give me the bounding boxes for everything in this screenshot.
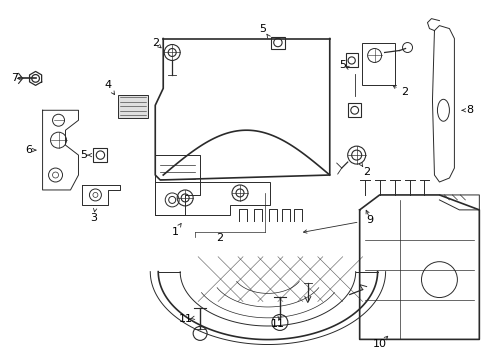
Text: 8: 8 bbox=[465, 105, 472, 115]
Text: 4: 4 bbox=[104, 80, 112, 90]
Text: 1: 1 bbox=[171, 227, 178, 237]
Text: 10: 10 bbox=[372, 339, 386, 349]
Text: 2: 2 bbox=[216, 233, 223, 243]
Text: 3: 3 bbox=[90, 213, 97, 223]
Polygon shape bbox=[118, 95, 148, 118]
Text: 5: 5 bbox=[339, 60, 346, 71]
Text: 11: 11 bbox=[270, 319, 285, 329]
Text: 7: 7 bbox=[11, 73, 18, 84]
Text: 11: 11 bbox=[179, 314, 193, 324]
Text: 2: 2 bbox=[151, 37, 159, 48]
Text: 5: 5 bbox=[259, 24, 266, 33]
Text: 2: 2 bbox=[400, 87, 407, 97]
Text: 2: 2 bbox=[363, 167, 369, 177]
Text: 9: 9 bbox=[366, 215, 372, 225]
Text: 5: 5 bbox=[80, 150, 87, 160]
Text: 6: 6 bbox=[25, 145, 32, 155]
